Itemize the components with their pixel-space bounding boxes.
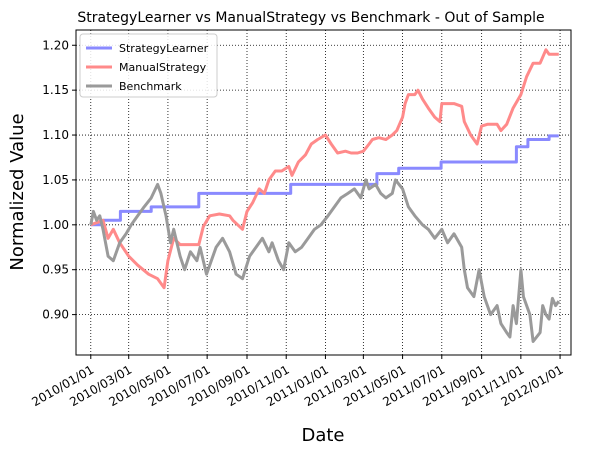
y-tick-label: 1.00 <box>42 218 69 232</box>
series-lines <box>89 48 561 343</box>
x-axis-title: Date <box>301 425 344 446</box>
y-tick-label: 1.15 <box>42 83 69 97</box>
y-tick-label: 0.90 <box>42 308 69 322</box>
legend-label-strategylearner: StrategyLearner <box>119 42 209 55</box>
y-axis-ticks: 0.90 0.95 1.00 1.05 1.10 1.15 1.20 <box>42 38 76 322</box>
plot-area-frame <box>75 29 572 356</box>
series-line-benchmark <box>89 178 561 343</box>
x-axis-ticks: 2010/01/012010/03/012010/05/012010/07/01… <box>29 355 566 409</box>
series-line-strategylearner <box>90 134 559 227</box>
y-tick-label: 1.20 <box>42 38 69 52</box>
legend-label-manualstrategy: ManualStrategy <box>119 61 207 74</box>
y-tick-label: 0.95 <box>42 263 69 277</box>
y-tick-label: 1.10 <box>42 128 69 142</box>
y-tick-label: 1.05 <box>42 173 69 187</box>
y-axis-title: Normalized Value <box>7 113 28 270</box>
legend: StrategyLearner ManualStrategy Benchmark <box>79 33 218 98</box>
legend-box <box>79 33 218 98</box>
chart-title: StrategyLearner vs ManualStrategy vs Ben… <box>77 10 544 26</box>
legend-label-benchmark: Benchmark <box>119 80 182 93</box>
series-line-manualstrategy <box>90 48 559 290</box>
